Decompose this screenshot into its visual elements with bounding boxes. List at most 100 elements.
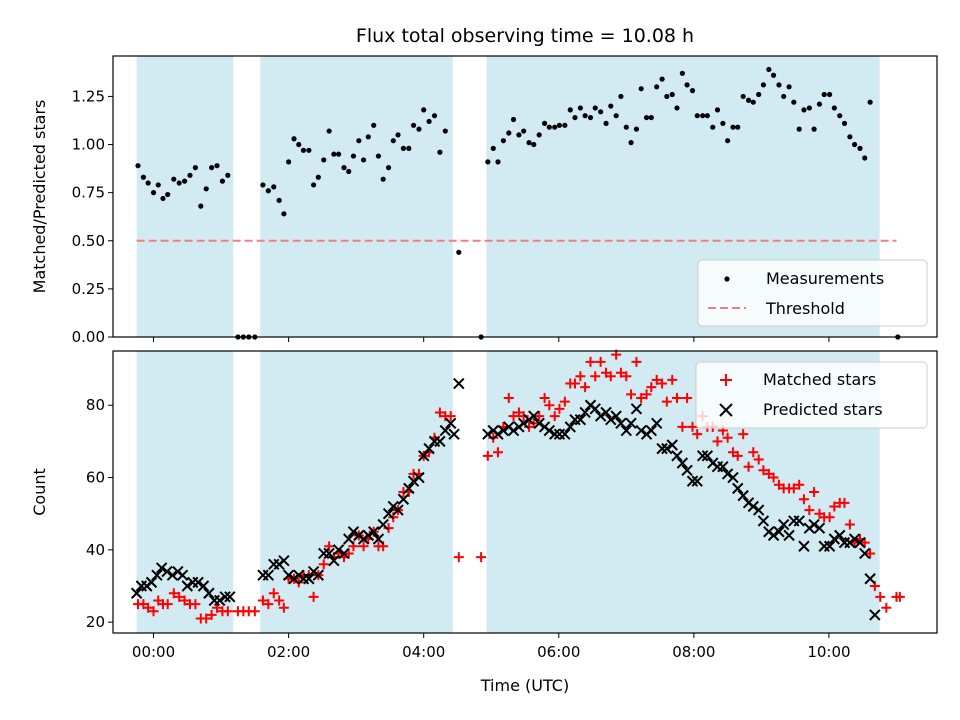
- matched-stars-point-116: [758, 465, 769, 476]
- predicted-stars-point-80: [589, 403, 601, 415]
- predicted-stars-point-123: [808, 518, 820, 531]
- measurements-point-65: [506, 130, 512, 136]
- measurements-point-131: [841, 120, 848, 126]
- measurements-point-103: [700, 113, 706, 119]
- measurements-point-101: [689, 88, 696, 94]
- matched-stars-point-17: [222, 606, 233, 617]
- matched-stars-point-34: [318, 559, 329, 570]
- measurements-point-136: [867, 99, 873, 105]
- matched-stars-point-118: [768, 472, 779, 483]
- measurements-point-47: [385, 165, 392, 171]
- measurements-point-95: [659, 76, 665, 82]
- measurements-point-26: [281, 211, 287, 217]
- predicted-stars-point-51: [417, 450, 430, 462]
- measurements-point-40: [350, 153, 357, 159]
- predicted-stars-point-87: [625, 417, 637, 430]
- x-axis-title: Time (UTC): [480, 676, 569, 695]
- matched-stars-point-21: [249, 606, 260, 617]
- predicted-stars-point-109: [737, 489, 749, 502]
- measurements-point-7: [171, 176, 177, 182]
- measurements-point-4: [155, 182, 161, 188]
- matched-stars-point-47: [383, 523, 394, 534]
- matched-stars-point-81: [580, 382, 591, 393]
- predicted-stars-point-4: [151, 569, 163, 581]
- predicted-stars-point-17: [219, 591, 231, 603]
- plot-frame: [112, 350, 938, 634]
- y-tick-label: 80: [86, 396, 105, 414]
- measurements-point-14: [209, 165, 215, 171]
- measurements-point-106: [714, 107, 721, 113]
- matched-stars-point-94: [646, 382, 657, 393]
- matched-stars-point-57: [434, 407, 445, 418]
- measurements-point-105: [710, 124, 716, 130]
- matched-stars-point-72: [534, 411, 545, 422]
- measurements-point-127: [821, 91, 827, 98]
- measurements-point-134: [857, 145, 863, 151]
- measurements-point-55: [426, 118, 432, 125]
- measurements-point-16: [219, 178, 226, 184]
- predicted-stars-point-71: [543, 424, 556, 437]
- measurements-point-33: [315, 174, 321, 180]
- measurements-point-125: [811, 126, 817, 132]
- x-tick-label: 06:00: [537, 643, 580, 661]
- predicted-stars-point-95: [666, 439, 678, 451]
- matched-stars-point-92: [636, 393, 647, 403]
- measurements-point-98: [674, 105, 680, 111]
- measurements-point-82: [592, 105, 598, 111]
- predicted-stars-point-64: [507, 424, 520, 437]
- measurements-point-83: [598, 109, 604, 115]
- predicted-stars-point-42: [372, 533, 385, 545]
- observing-interval-0: [136, 351, 234, 633]
- predicted-stars-point-69: [533, 417, 545, 430]
- measurements-point-72: [541, 120, 548, 126]
- predicted-stars-point-132: [854, 536, 866, 549]
- predicted-stars-point-77: [574, 413, 587, 426]
- predicted-stars-point-106: [721, 468, 734, 480]
- measurements-point-58: [442, 128, 448, 134]
- measurements-point-27: [286, 159, 292, 165]
- matched-stars-point-89: [621, 371, 632, 382]
- legend-marker-matched: [720, 374, 732, 386]
- measurements-point-32: [310, 182, 317, 188]
- legend-bottom: Matched stars Predicted stars: [695, 361, 928, 429]
- predicted-stars-point-86: [620, 424, 633, 437]
- predicted-stars-point-128: [834, 529, 846, 542]
- predicted-stars-point-35: [338, 547, 350, 560]
- matched-stars-point-99: [671, 393, 682, 403]
- matched-stars-point-42: [358, 541, 369, 552]
- predicted-stars-point-107: [727, 471, 739, 484]
- measurements-point-48: [390, 138, 396, 144]
- y-tick-label: 40: [86, 541, 105, 559]
- matched-stars-point-129: [824, 512, 835, 523]
- measurements-point-79: [577, 105, 583, 111]
- predicted-stars-point-14: [203, 587, 215, 599]
- measurements-point-108: [725, 138, 731, 144]
- x-tick-label: 04:00: [402, 643, 445, 661]
- matched-stars-point-79: [569, 378, 580, 389]
- measurements-point-12: [198, 203, 204, 209]
- measurements-point-69: [526, 140, 532, 146]
- matched-stars-point-122: [788, 483, 799, 494]
- matched-stars-point-103: [692, 429, 703, 440]
- predicted-stars-point-120: [793, 515, 805, 527]
- predicted-stars-point-100: [691, 475, 703, 487]
- predicted-stars-point-32: [323, 547, 335, 560]
- measurements-point-88: [623, 124, 629, 130]
- predicted-stars-point-113: [757, 515, 770, 527]
- measurements-point-9: [181, 178, 188, 184]
- matched-stars-point-23: [263, 599, 274, 610]
- matched-stars-point-75: [549, 411, 560, 422]
- legend-label-threshold: Threshold: [765, 299, 845, 318]
- predicted-stars-point-112: [752, 504, 765, 516]
- measurements-point-92: [643, 114, 650, 121]
- predicted-stars-point-58: [453, 377, 465, 390]
- measurements-point-129: [831, 105, 837, 111]
- y-tick-label: 60: [86, 469, 105, 487]
- predicted-stars-point-56: [444, 417, 457, 430]
- legend-label-matched: Matched stars: [763, 370, 876, 389]
- predicted-stars-point-105: [717, 460, 729, 473]
- predicted-stars-point-88: [630, 403, 643, 415]
- predicted-stars-point-3: [145, 576, 158, 589]
- predicted-stars-point-49: [407, 475, 420, 487]
- measurements-point-102: [694, 113, 700, 119]
